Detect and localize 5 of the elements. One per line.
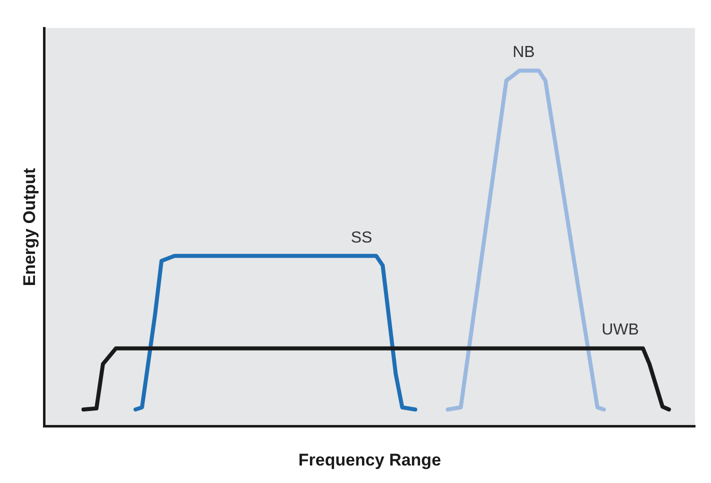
- series-label: NB: [512, 44, 535, 62]
- series-label: SS: [350, 229, 372, 246]
- series-label: UWB: [602, 322, 639, 339]
- x-axis-title: Frequency Range: [298, 450, 442, 470]
- y-axis-title: Energy Output: [20, 168, 39, 286]
